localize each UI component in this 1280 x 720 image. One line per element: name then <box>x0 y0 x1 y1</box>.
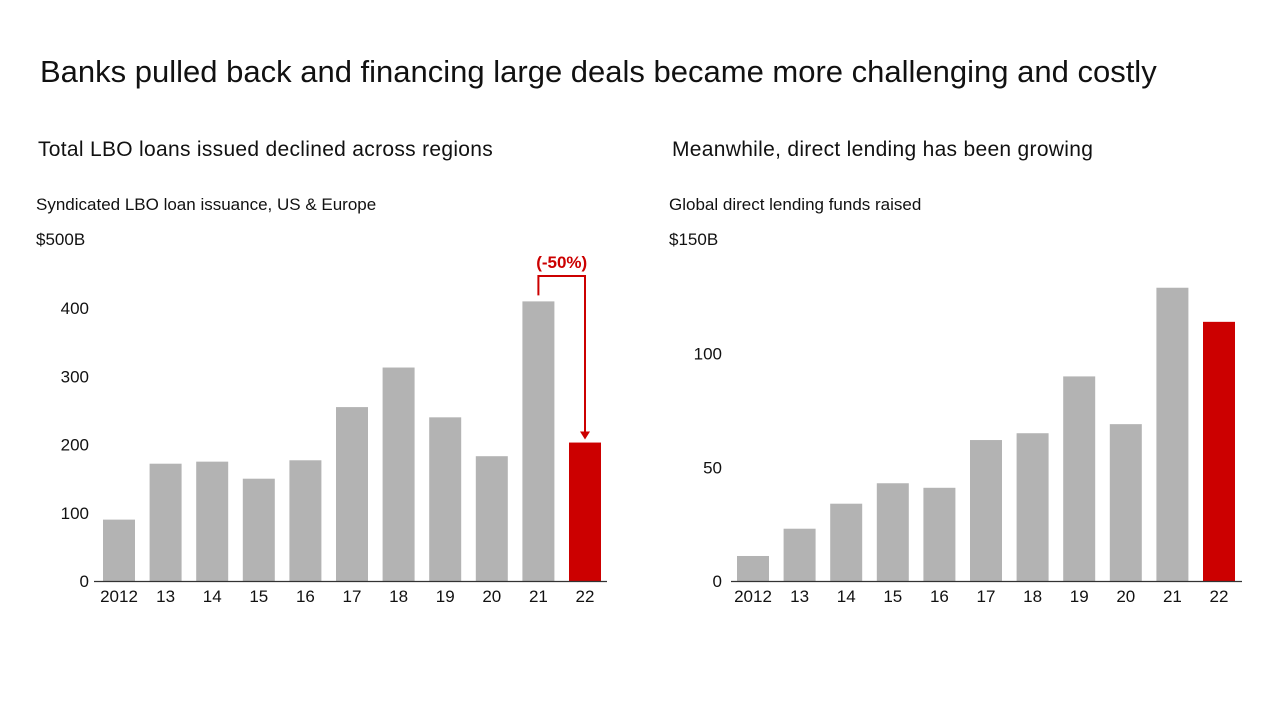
x-tick-label: 22 <box>576 587 595 606</box>
y-tick-label: 50 <box>703 458 722 477</box>
bar <box>1063 376 1096 581</box>
y-tick-label: 100 <box>694 345 722 364</box>
left-panel-title: Total LBO loans issued declined across r… <box>38 138 494 161</box>
right-chart-subtitle: Global direct lending funds raised <box>669 195 922 214</box>
y-tick-label: 0 <box>80 572 89 591</box>
bar <box>103 519 135 581</box>
y-tick-label: 100 <box>61 504 89 523</box>
x-tick-label: 19 <box>436 587 455 606</box>
y-tick-label: 0 <box>713 572 722 591</box>
bar <box>923 487 956 581</box>
arrow-down-icon <box>580 431 590 440</box>
x-tick-label: 22 <box>1210 587 1229 606</box>
bar <box>429 417 462 581</box>
y-tick-label: 300 <box>61 367 89 386</box>
y-tick-label: 400 <box>61 299 89 318</box>
direct-lending-chart: 0 50 100 2012 13 14 15 16 17 18 19 20 21 22 <box>694 287 1242 606</box>
bar <box>1109 424 1142 581</box>
bar <box>1016 433 1049 581</box>
x-tick-label: 16 <box>930 587 949 606</box>
bar <box>522 301 555 581</box>
x-tick-label: 18 <box>1023 587 1042 606</box>
bar <box>737 555 769 581</box>
x-tick-label: 21 <box>529 587 548 606</box>
left-chart-unit-label: $500B <box>36 230 86 249</box>
x-tick-label: 15 <box>883 587 902 606</box>
right-panel-title: Meanwhile, direct lending has been growi… <box>672 138 1094 161</box>
page-title: Banks pulled back and financing large de… <box>40 54 1157 89</box>
x-tick-label: 13 <box>790 587 809 606</box>
x-tick-label: 19 <box>1070 587 1089 606</box>
bar <box>196 461 229 581</box>
x-tick-label: 14 <box>203 587 222 606</box>
bar <box>475 456 508 581</box>
x-tick-label: 15 <box>249 587 268 606</box>
bar-highlight <box>569 442 601 581</box>
bar-highlight <box>1203 321 1235 581</box>
x-tick-label: 2012 <box>100 587 138 606</box>
x-tick-label: 13 <box>156 587 175 606</box>
bar <box>382 367 415 581</box>
bar <box>289 460 322 581</box>
bar <box>336 407 368 581</box>
x-tick-label: 17 <box>977 587 996 606</box>
bar <box>783 528 816 581</box>
x-tick-label: 14 <box>837 587 856 606</box>
change-bracket <box>537 275 586 434</box>
x-tick-label: 21 <box>1163 587 1182 606</box>
bar <box>970 440 1002 581</box>
bar <box>149 463 182 581</box>
x-tick-label: 17 <box>343 587 362 606</box>
change-annotation-label: (-50%) <box>536 253 587 272</box>
x-tick-label: 20 <box>482 587 501 606</box>
right-chart-unit-label: $150B <box>669 230 719 249</box>
bar <box>242 478 275 581</box>
bar <box>1156 287 1189 581</box>
x-tick-label: 16 <box>296 587 315 606</box>
x-tick-label: 18 <box>389 587 408 606</box>
bar <box>876 483 909 581</box>
x-tick-label: 20 <box>1116 587 1135 606</box>
left-chart-subtitle: Syndicated LBO loan issuance, US & Europ… <box>36 195 377 214</box>
lbo-loan-chart: 0 100 200 300 400 2012 13 14 15 16 17 18 19 20 21 22 (-5… <box>61 253 607 606</box>
bar <box>830 503 863 581</box>
x-tick-label: 2012 <box>734 587 772 606</box>
y-tick-label: 200 <box>61 436 89 455</box>
